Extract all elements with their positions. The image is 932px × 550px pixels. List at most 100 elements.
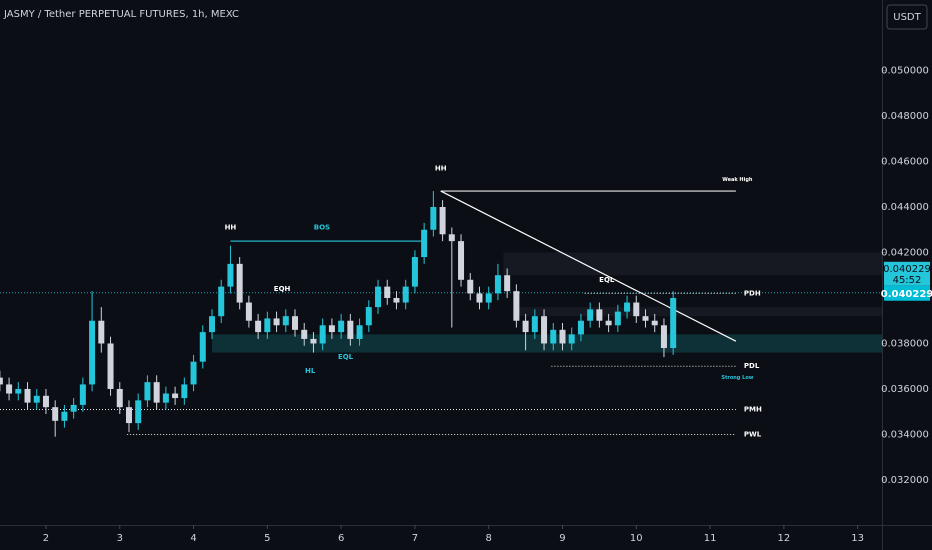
x-tick-label: 10 [630, 533, 643, 544]
candle-body [541, 316, 548, 344]
candle-body [577, 320, 584, 335]
y-tick-label: 0.046000 [881, 157, 929, 168]
candle-body [255, 320, 262, 333]
candle-body [559, 329, 566, 344]
candle-body [264, 318, 271, 333]
candle-body [79, 384, 86, 405]
price-box [884, 261, 930, 286]
x-tick-label: 12 [777, 533, 790, 544]
candle-body [116, 388, 123, 408]
candle-body [375, 286, 382, 308]
candle-body [6, 384, 13, 394]
x-tick-label: 7 [412, 533, 418, 544]
candle-body [633, 302, 640, 317]
zone [518, 307, 882, 317]
x-tick-label: 8 [486, 533, 492, 544]
candle-body [568, 334, 575, 344]
annotation: EQH [274, 285, 291, 293]
x-tick-label: 4 [190, 533, 196, 544]
x-tick-label: 2 [43, 533, 49, 544]
candle-body [365, 307, 372, 326]
candle-body [0, 377, 3, 385]
candle-body [347, 320, 354, 339]
candle-body [448, 234, 455, 242]
candle-body [24, 388, 31, 403]
y-tick-label: 0.050000 [881, 66, 929, 77]
candle-body [624, 302, 631, 312]
x-tick-label: 6 [338, 533, 344, 544]
candle-body [125, 407, 132, 424]
annotation: HH [225, 223, 237, 231]
candle-body [162, 393, 169, 403]
candle-body [208, 316, 215, 333]
x-tick-label: 3 [117, 533, 123, 544]
chart-title: JASMY / Tether PERPETUAL FUTURES, 1h, ME… [3, 9, 239, 20]
candle-body [393, 297, 400, 303]
candle-body [504, 275, 511, 292]
candle-body [356, 325, 363, 339]
candle-body [172, 393, 179, 399]
candle-body [614, 311, 621, 326]
candle-body [292, 316, 299, 330]
y-tick-label: 0.034000 [881, 429, 929, 440]
candle-body [439, 206, 446, 235]
x-tick-label: 11 [704, 533, 717, 544]
candle-body [485, 293, 492, 303]
candle-body [301, 329, 308, 339]
candle-body [670, 297, 677, 349]
candle-body [236, 263, 243, 303]
x-tick-label: 5 [264, 533, 270, 544]
candle-body [494, 275, 501, 294]
y-tick-label: 0.048000 [881, 111, 929, 122]
candle-body [642, 316, 649, 321]
level-label: PMH [744, 405, 762, 413]
candle-body [596, 309, 603, 321]
candle-body [467, 279, 474, 294]
candle-body [430, 206, 437, 230]
candle-body [52, 407, 59, 421]
level-label: PDL [744, 362, 760, 370]
price-label: 0.040229 [881, 289, 932, 300]
annotation: BOS [314, 223, 330, 231]
currency-button[interactable] [886, 4, 928, 30]
candle-body [190, 361, 197, 385]
candle-body [310, 338, 317, 344]
candle-body [282, 316, 289, 326]
annotation: EQL [599, 276, 615, 284]
candle-body [61, 411, 68, 421]
candle-body [522, 320, 529, 333]
candle-body [153, 382, 160, 403]
candle-body [587, 309, 594, 321]
candle-body [98, 320, 105, 344]
candle-body [245, 302, 252, 321]
candle-body [70, 404, 77, 412]
level-label: PWL [744, 430, 762, 438]
candle-body [89, 320, 96, 385]
currency-label[interactable]: USDT [893, 12, 921, 23]
countdown-label: 45:52 [893, 275, 922, 286]
candle-body [218, 286, 225, 317]
candle-body [42, 395, 49, 408]
candle-body [107, 343, 114, 389]
candle-body [458, 241, 465, 280]
annotation: Weak High [722, 177, 753, 183]
candle-body [338, 320, 345, 333]
price-box [884, 285, 930, 301]
annotation: HH [435, 164, 447, 172]
y-tick-label: 0.042000 [881, 247, 929, 258]
candle-body [15, 388, 22, 394]
trend-line [440, 190, 737, 342]
x-tick-label: 9 [559, 533, 565, 544]
candle-body [144, 382, 151, 401]
candle-body [181, 384, 188, 399]
y-tick-label: 0.032000 [881, 475, 929, 486]
candle-body [319, 325, 326, 344]
candle-body [328, 325, 335, 333]
candle-body [199, 332, 206, 362]
candle-body [531, 316, 538, 333]
price-label: 0.040229 [883, 264, 931, 275]
candle-body [33, 395, 40, 403]
level-label: PDH [744, 289, 761, 297]
candle-body [384, 286, 391, 298]
